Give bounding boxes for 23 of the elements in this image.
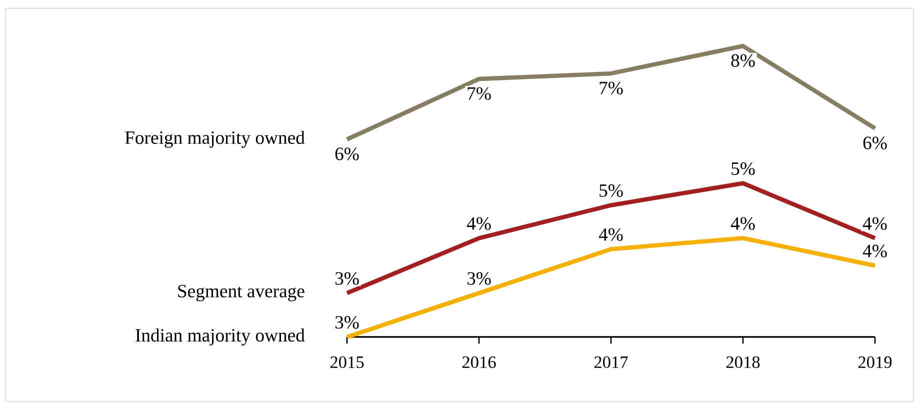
data-label: 3% — [335, 316, 359, 329]
text: Foreign majority owned — [125, 130, 305, 148]
data-label: 5% — [600, 184, 623, 197]
x-tick-label: 2019 — [858, 356, 892, 368]
data-label: 3% — [335, 272, 359, 285]
text: Segment average — [178, 284, 304, 302]
data-label: 3% — [467, 272, 491, 285]
data-label: 4% — [862, 217, 887, 230]
data-label: 5% — [732, 162, 755, 175]
text: Indian majority owned — [136, 328, 305, 346]
x-tick-label: 2017 — [594, 356, 628, 368]
data-label: 8% — [731, 54, 755, 67]
data-label: 4% — [862, 244, 887, 258]
data-label: 4% — [466, 217, 491, 230]
x-tick-label: 2015 — [330, 356, 364, 368]
x-tick-label: 2016 — [462, 356, 496, 368]
x-tick-label: 2018 — [726, 356, 760, 368]
data-label: 6% — [335, 148, 359, 160]
data-label: 4% — [598, 228, 623, 241]
data-label: 7% — [468, 87, 491, 100]
data-label: 4% — [730, 217, 755, 230]
data-label: 6% — [863, 136, 887, 150]
data-label: 7% — [600, 82, 623, 94]
